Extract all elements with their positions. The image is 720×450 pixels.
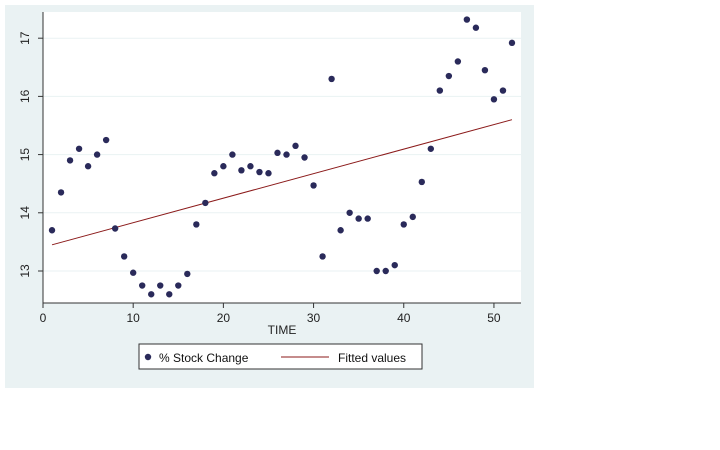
- y-tick-label: 13: [18, 264, 32, 278]
- y-tick-label: 14: [18, 206, 32, 220]
- data-point: [364, 215, 371, 222]
- data-point: [93, 151, 101, 158]
- axes: [42, 12, 521, 304]
- data-point: [84, 163, 92, 170]
- y-tick-label: 15: [18, 148, 32, 162]
- x-tick-label: 50: [487, 311, 501, 325]
- data-point: [220, 163, 227, 170]
- y-tick-label: 17: [18, 31, 32, 45]
- data-point: [193, 221, 200, 228]
- data-point: [292, 142, 299, 150]
- fitted-line: [51, 119, 513, 246]
- data-point: [274, 149, 281, 157]
- data-point: [48, 227, 56, 234]
- data-point: [499, 87, 507, 94]
- data-point: [238, 167, 245, 174]
- data-point: [391, 261, 398, 269]
- plot-area: [43, 12, 521, 303]
- data-point: [337, 227, 344, 234]
- legend-box: [138, 343, 423, 370]
- x-axis-title: TIME: [268, 323, 297, 337]
- legend-label-points: % Stock Change: [159, 351, 249, 365]
- data-point: [508, 39, 516, 47]
- legend-label-fit: Fitted values: [338, 351, 406, 365]
- data-point: [157, 282, 164, 289]
- data-point: [129, 269, 137, 276]
- chart-frame: 13 14 15 16 17 0 10 20 30 40 50 TIME % Stock Chang…: [5, 5, 534, 388]
- data-point: [120, 253, 128, 260]
- data-point: [454, 58, 462, 65]
- data-point: [139, 282, 146, 289]
- x-tick-label: 10: [127, 311, 141, 325]
- data-point: [202, 199, 209, 207]
- x-tick-label: 0: [40, 311, 47, 325]
- data-point: [184, 270, 191, 278]
- data-point: [265, 170, 272, 177]
- data-point: [463, 16, 471, 23]
- data-point: [481, 67, 489, 74]
- x-tick-label: 30: [307, 311, 321, 325]
- data-point: [382, 267, 389, 275]
- x-tick-label: 40: [397, 311, 411, 325]
- data-point: [400, 221, 407, 228]
- data-point: [310, 182, 317, 189]
- fitted-values-line: [51, 119, 513, 246]
- data-point: [166, 291, 173, 298]
- data-point: [57, 189, 65, 196]
- x-tick-label: 20: [217, 311, 231, 325]
- data-point: [472, 24, 480, 31]
- data-point: [301, 154, 308, 161]
- data-point: [355, 215, 362, 222]
- data-point: [75, 145, 83, 152]
- data-point: [373, 267, 380, 275]
- scatter-chart: 13 14 15 16 17 0 10 20 30 40 50 TIME % Stock Chang…: [18, 12, 521, 370]
- data-point: [148, 291, 155, 298]
- data-point: [418, 178, 425, 186]
- legend: % Stock Change Fitted values: [138, 343, 423, 370]
- data-point: [490, 96, 498, 103]
- data-point: [229, 151, 236, 158]
- data-point: [319, 253, 326, 260]
- data-point: [445, 72, 453, 80]
- data-point: [111, 225, 119, 232]
- data-point: [256, 168, 263, 176]
- data-point: [102, 136, 110, 144]
- data-point: [346, 209, 353, 216]
- data-point: [436, 87, 444, 94]
- tick-marks: 13 14 15 16 17 0 10 20 30 40 50: [18, 31, 501, 325]
- data-point: [66, 157, 74, 164]
- data-point: [283, 151, 290, 158]
- data-point: [211, 170, 218, 177]
- y-tick-label: 16: [18, 89, 32, 103]
- legend-marker-points: [144, 353, 152, 361]
- data-point: [409, 213, 416, 221]
- data-point: [175, 282, 182, 289]
- data-point: [328, 75, 335, 83]
- gridlines: [43, 37, 521, 272]
- data-point: [247, 163, 254, 170]
- data-point: [427, 145, 435, 152]
- stock-change-points: [48, 16, 516, 298]
